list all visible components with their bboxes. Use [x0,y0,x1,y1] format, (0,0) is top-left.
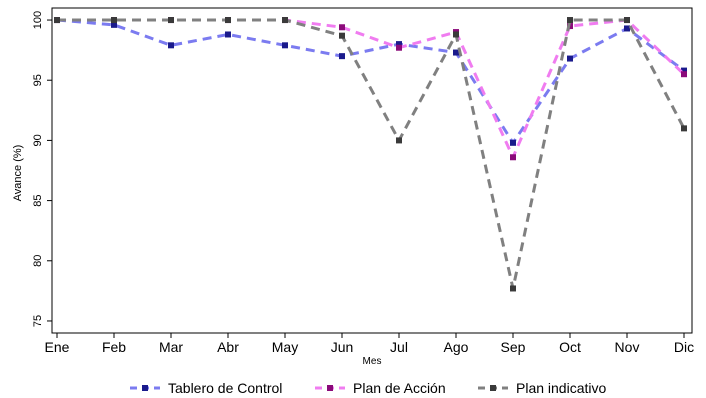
data-point-plan-indicativo [168,17,174,24]
data-point-plan-indicativo [624,17,630,24]
data-point-plan-de-accion [681,71,687,78]
y-tick-label: 85 [32,194,44,206]
data-point-tablero-de-control [339,53,345,60]
x-tick-label: Ene [45,339,70,355]
series-line-tablero-de-control [56,18,685,145]
data-point-plan-indicativo [225,17,231,24]
legend-swatch-marker [142,385,148,391]
data-point-tablero-de-control [567,55,573,62]
data-point-plan-indicativo [282,17,288,24]
data-point-plan-de-accion [339,24,345,31]
legend-swatch-marker [490,385,496,391]
legend-item-tablero-de-control: Tablero de Control [130,380,282,396]
x-tick-label: Feb [102,339,126,355]
series-line-plan-de-accion [57,18,686,159]
x-tick-label: Mar [159,339,183,355]
legend-swatch-marker [327,385,333,391]
y-axis-title: Avance (%) [12,145,24,202]
x-tick-label: Ago [444,339,469,355]
data-point-tablero-de-control [168,42,174,49]
x-tick-label: Oct [559,339,581,355]
y-tick-label: 75 [32,315,44,327]
y-tick-label: 100 [32,11,44,29]
legend-item-plan-de-accion: Plan de Acción [315,380,446,396]
data-point-tablero-de-control [225,31,231,38]
data-point-tablero-de-control [681,67,687,74]
y-axis: 75 80 85 90 95 100 [32,11,52,327]
x-tick-label: Jun [331,339,354,355]
series-line-plan-indicativo [57,18,686,290]
x-tick-label: May [272,339,298,355]
data-point-plan-indicativo [681,125,687,132]
data-point-tablero-de-control [510,139,516,146]
data-point-plan-de-accion [510,154,516,161]
legend-label: Plan indicativo [516,380,606,396]
y-tick-label: 90 [32,134,44,146]
legend-item-plan-indicativo: Plan indicativo [478,380,606,396]
data-point-plan-de-accion [396,44,402,51]
x-tick-label: Nov [615,339,640,355]
y-tick-label: 80 [32,255,44,267]
data-point-plan-indicativo [339,32,345,39]
x-axis-title: Mes [363,356,382,367]
legend: Tablero de Control Plan de Acción Plan ind… [130,380,606,396]
x-tick-label: Abr [217,339,239,355]
y-tick-label: 95 [32,74,44,86]
data-point-tablero-de-control [111,21,117,28]
legend-label: Tablero de Control [168,380,282,396]
data-point-tablero-de-control [282,42,288,49]
data-point-plan-indicativo [453,31,459,38]
series-plan-indicativo [54,17,687,292]
data-point-plan-indicativo [396,137,402,144]
data-point-plan-indicativo [567,17,573,24]
data-point-plan-indicativo [111,17,117,24]
x-tick-label: Dic [674,339,694,355]
x-axis: Ene Feb Mar Abr May Jun Jul Ago Sep Oct Nov Dic [45,333,694,355]
plot-frame [51,7,693,334]
data-point-plan-indicativo [510,285,516,292]
x-tick-label: Sep [501,339,526,355]
data-point-plan-indicativo [54,17,60,24]
data-point-tablero-de-control [396,41,402,48]
data-point-tablero-de-control [453,49,459,56]
x-tick-label: Jul [390,339,408,355]
series-layer [54,17,687,292]
legend-label: Plan de Acción [353,380,446,396]
data-point-tablero-de-control [624,25,630,32]
